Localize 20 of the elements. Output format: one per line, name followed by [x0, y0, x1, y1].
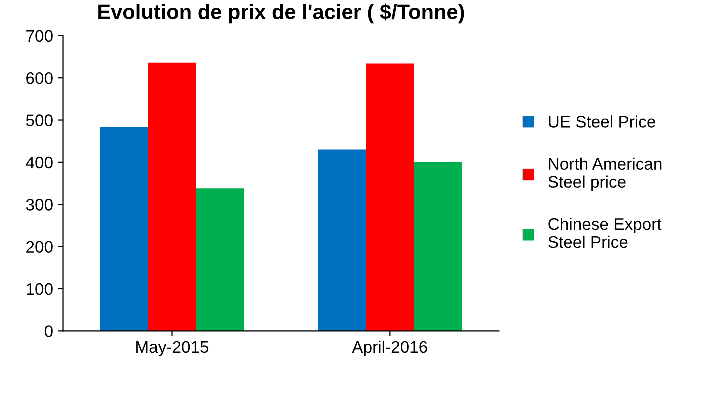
y-tick-label: 300 — [26, 199, 53, 211]
legend-label: Chinese Export Steel Price — [548, 218, 662, 248]
y-tick-label: 600 — [26, 72, 53, 84]
y-tick-label: 200 — [26, 241, 53, 254]
y-tick-label: 0 — [44, 326, 53, 338]
legend-label: North American Steel price — [548, 158, 662, 192]
legend-label: UE Steel Price — [549, 116, 656, 128]
y-tick-label: 500 — [26, 114, 53, 126]
bar — [366, 64, 414, 332]
y-tick-label: 100 — [27, 283, 53, 296]
y-tick-label: 700 — [26, 30, 53, 42]
bar — [414, 162, 462, 332]
x-tick-label: April-2016 — [352, 340, 428, 356]
bar — [100, 127, 148, 332]
x-tick-label: May-2015 — [136, 341, 209, 356]
bar — [148, 62, 196, 332]
y-tick-label: 400 — [26, 156, 53, 169]
bar — [196, 188, 244, 332]
bar — [318, 150, 366, 332]
chart-title: Evolution de prix de l'acier ( $/Tonne) — [98, 4, 464, 24]
